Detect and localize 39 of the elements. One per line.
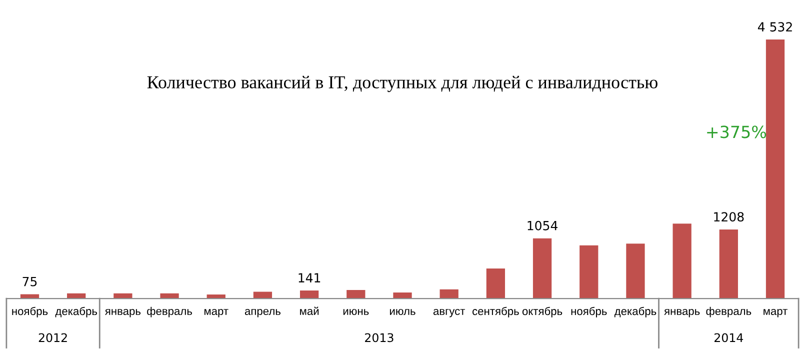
x-tick-label: январь xyxy=(664,308,700,318)
x-tick-label: ноябрь xyxy=(571,306,607,318)
x-tick-label: январь xyxy=(104,308,141,318)
bar xyxy=(672,224,692,299)
data-label: 1054 xyxy=(528,220,558,230)
x-tick-label: март xyxy=(764,308,788,318)
x-tick-label: ноябрь xyxy=(12,306,48,318)
bar xyxy=(766,40,785,299)
data-label: 4 532 xyxy=(758,22,792,32)
x-tick-label: май xyxy=(300,306,319,316)
x-tick-label: декабрь xyxy=(55,306,98,318)
data-label: 1208 xyxy=(714,212,744,222)
text: 2013 xyxy=(365,333,394,342)
annotation: +375% xyxy=(707,126,766,138)
bar xyxy=(393,292,412,299)
text: Количество вакансий в IT, доступных для людей с инвалидностью xyxy=(147,76,658,92)
bar xyxy=(486,268,506,299)
x-tick-label: март xyxy=(204,308,228,318)
bar xyxy=(580,245,598,299)
bar xyxy=(626,244,645,299)
x-tick-label: июнь xyxy=(343,308,369,316)
x-tick-label: февраль xyxy=(706,306,752,318)
data-label: 75 xyxy=(22,276,37,286)
bar xyxy=(253,292,272,299)
x-tick-label: апрель xyxy=(244,308,280,318)
data-label: 141 xyxy=(298,273,320,282)
text: 2012 xyxy=(38,333,67,342)
x-tick-label: декабрь xyxy=(614,306,656,318)
bar xyxy=(300,290,319,299)
bar xyxy=(532,238,552,299)
x-tick-label: октябрь xyxy=(522,306,562,318)
bar xyxy=(346,290,366,299)
bar xyxy=(719,230,738,299)
text: 2014 xyxy=(714,333,744,342)
bar xyxy=(440,289,458,299)
x-tick-label: август xyxy=(433,308,466,318)
x-tick-label: февраль xyxy=(147,306,192,318)
x-tick-label: сентябрь xyxy=(472,306,519,318)
x-tick-label: июль xyxy=(390,308,416,316)
